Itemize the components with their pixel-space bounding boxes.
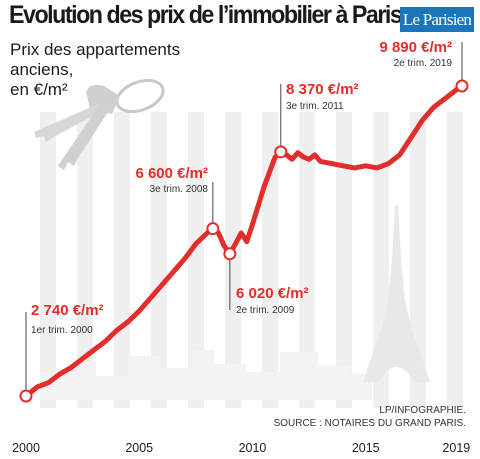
x-tick-label: 2005 (125, 441, 153, 455)
credit-block: LP/INFOGRAPHIE. SOURCE : NOTAIRES DU GRA… (274, 404, 466, 430)
background-stripe (225, 112, 241, 408)
background-stripe (151, 112, 167, 408)
price-value-label: 2 740 €/m² (31, 302, 104, 319)
data-point-marker (206, 222, 220, 236)
annotation-labels: 2 740 €/m² 1er trim. 2000 6 600 €/m² 3e tri… (31, 39, 452, 336)
background-stripe (188, 112, 204, 408)
data-point-marker (19, 389, 33, 403)
city-skyline (40, 350, 372, 400)
subtitle-line: Prix des appartements anciens, (10, 40, 181, 79)
data-point-marker (274, 145, 288, 159)
background-decor (34, 78, 430, 400)
period-label: 3e trim. 2011 (286, 101, 344, 112)
background-stripe (447, 112, 463, 408)
price-value-label: 6 020 €/m² (236, 285, 309, 302)
background-stripe (410, 112, 426, 408)
background-stripe (40, 112, 56, 408)
period-label: 1er trim. 2000 (31, 325, 93, 336)
period-label: 2e trim. 2009 (236, 305, 295, 316)
price-value-label: 6 600 €/m² (135, 165, 208, 182)
price-value-label: 9 890 €/m² (379, 39, 452, 56)
source-text: SOURCE : NOTAIRES DU GRAND PARIS. (273, 418, 466, 429)
data-point-marker (455, 79, 469, 93)
x-tick-label: 2019 (442, 441, 470, 455)
price-series-line (23, 83, 465, 399)
chart-title: Evolution des prix de l’immobilier à Par… (9, 1, 403, 29)
eiffel-tower-icon (363, 205, 430, 382)
key-ring (115, 78, 165, 114)
credit-text: LP/INFOGRAPHIE. (379, 405, 466, 416)
callout-lines (25, 42, 463, 396)
marker-group (19, 79, 469, 403)
le-parisien-logo: Le Parisien (400, 7, 474, 32)
background-stripe (299, 112, 315, 408)
chart-subtitle: Prix des appartements anciens, en €/m² (10, 40, 240, 100)
keys-icon (34, 78, 165, 170)
price-value-label: 8 370 €/m² (286, 81, 359, 98)
x-tick-label: 2000 (12, 441, 40, 455)
key-blade (58, 98, 112, 170)
series-group (23, 83, 465, 399)
background-stripe (336, 112, 352, 408)
background-stripe (77, 112, 93, 408)
period-label: 3e trim. 2008 (150, 184, 209, 195)
subtitle-line: en €/m² (10, 80, 68, 99)
data-point-marker (223, 247, 237, 261)
key-blade (34, 104, 100, 142)
x-tick-label: 2015 (352, 441, 380, 455)
x-axis-ticks: 2000 2005 2010 2015 2019 (12, 441, 470, 455)
period-label: 2e trim. 2019 (394, 58, 453, 69)
background-stripe (114, 112, 130, 408)
x-tick-label: 2010 (239, 441, 267, 455)
